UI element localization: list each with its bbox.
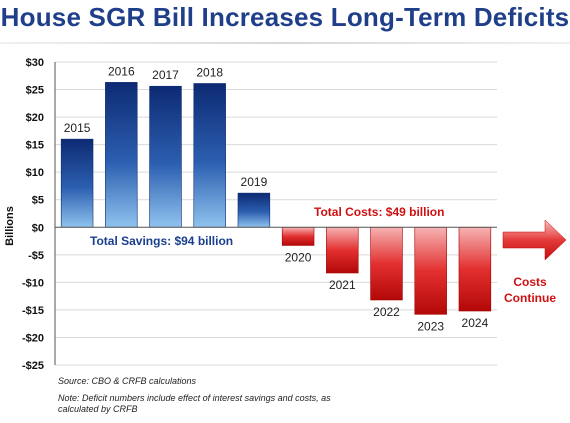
bar-year-label: 2024 xyxy=(462,316,489,330)
bar-year-label: 2019 xyxy=(241,175,268,189)
costs-continue-label-line1: Costs xyxy=(513,275,547,289)
y-tick-label: -$10 xyxy=(22,277,44,289)
bar xyxy=(326,226,359,274)
y-tick-label: $5 xyxy=(32,195,44,207)
bar xyxy=(237,192,271,228)
y-tick-label: $15 xyxy=(26,140,44,152)
bar xyxy=(60,138,94,228)
bar-year-label: 2022 xyxy=(373,305,400,319)
bar xyxy=(193,83,226,228)
bar-year-label: 2016 xyxy=(108,64,135,78)
source-note: Source: CBO & CRFB calculations xyxy=(58,376,197,386)
total-costs-annotation: Total Costs: $49 billion xyxy=(314,205,444,219)
bar-year-label: 2017 xyxy=(152,68,179,82)
y-tick-label: $10 xyxy=(26,167,44,179)
y-tick-label: -$20 xyxy=(22,332,44,344)
y-tick-label: -$25 xyxy=(22,360,44,372)
costs-continue-arrow-icon xyxy=(502,219,567,261)
y-tick-label: $30 xyxy=(26,57,44,69)
y-tick-label: $0 xyxy=(32,222,44,234)
bar-year-label: 2020 xyxy=(285,250,312,264)
bar xyxy=(458,226,492,312)
bars xyxy=(60,82,492,315)
bar-year-label: 2018 xyxy=(196,65,223,79)
y-axis-ticks: $30 $25 $20 $15 $10 $5 $0 -$5 -$10 -$15 -$20 -$25 xyxy=(22,57,44,372)
bar xyxy=(414,226,447,315)
costs-continue-label-line2: Continue xyxy=(504,291,556,305)
chart-title: House SGR Bill Increases Long-Term Defic… xyxy=(0,2,570,32)
y-axis-label: Billions xyxy=(4,206,16,246)
title-divider xyxy=(0,42,570,44)
bar-chart: $30 $25 $20 $15 $10 $5 $0 -$5 -$10 -$15 -$20 -$25 2… xyxy=(4,57,567,372)
y-tick-label: -$15 xyxy=(22,305,44,317)
bar xyxy=(149,85,182,228)
bar-year-label: 2015 xyxy=(64,121,91,135)
bar xyxy=(105,82,138,228)
y-tick-label: $20 xyxy=(26,112,44,124)
bar-year-label: 2021 xyxy=(329,278,356,292)
bar xyxy=(370,226,403,301)
total-savings-annotation: Total Savings: $94 billion xyxy=(90,234,233,248)
bar xyxy=(281,226,315,246)
bar-year-label: 2023 xyxy=(417,319,444,333)
y-tick-label: $25 xyxy=(26,85,44,97)
y-tick-label: -$5 xyxy=(28,250,44,262)
methodology-note: Note: Deficit numbers include effect of … xyxy=(58,393,331,414)
bar-labels: 2015 2016 2017 2018 2019 2020 2021 2022 2023 2024 xyxy=(64,64,489,333)
